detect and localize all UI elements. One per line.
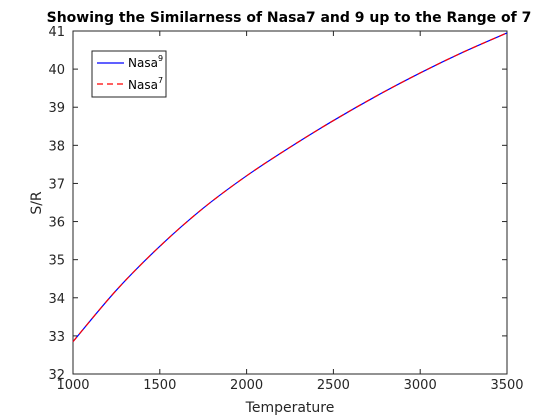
legend: Nasa9 Nasa7 xyxy=(91,50,167,98)
y-tick-label: 33 xyxy=(48,330,65,345)
y-tick-label: 38 xyxy=(48,139,65,154)
series-layer xyxy=(72,32,508,342)
y-tick-label: 39 xyxy=(48,101,65,116)
y-tick-label: 41 xyxy=(48,25,65,40)
legend-label-nasa9-superscript: 9 xyxy=(158,54,163,63)
x-axis: 1000 1500 2000 2500 3000 3500 xyxy=(56,31,524,393)
legend-label-nasa7: Nasa7 xyxy=(128,76,163,92)
x-tick-label: 2000 xyxy=(230,378,263,393)
y-tick-label: 32 xyxy=(48,368,65,383)
x-axis-title: Temperature xyxy=(245,400,335,416)
chart-title: Showing the Similarness of Nasa7 and 9 u… xyxy=(47,10,532,26)
y-axis-title: S/R xyxy=(29,191,45,215)
y-axis: 32 33 34 35 36 37 38 39 40 41 xyxy=(48,25,507,383)
y-tick-label: 40 xyxy=(48,63,65,78)
y-tick-label: 37 xyxy=(48,177,65,192)
y-tick-label: 34 xyxy=(48,292,65,307)
y-tick-label: 36 xyxy=(48,216,65,231)
x-tick-label: 1000 xyxy=(56,378,89,393)
legend-label-nasa7-base: Nasa xyxy=(128,78,158,92)
x-tick-label: 1500 xyxy=(143,378,176,393)
x-tick-label: 2500 xyxy=(317,378,350,393)
legend-box xyxy=(91,50,167,98)
legend-label-nasa9: Nasa9 xyxy=(128,54,163,70)
series-line-nasa7 xyxy=(72,32,508,342)
x-tick-label: 3000 xyxy=(404,378,437,393)
legend-label-nasa7-superscript: 7 xyxy=(158,76,163,85)
y-tick-label: 35 xyxy=(48,254,65,269)
x-tick-label: 3500 xyxy=(490,378,523,393)
legend-label-nasa9-base: Nasa xyxy=(128,56,158,70)
